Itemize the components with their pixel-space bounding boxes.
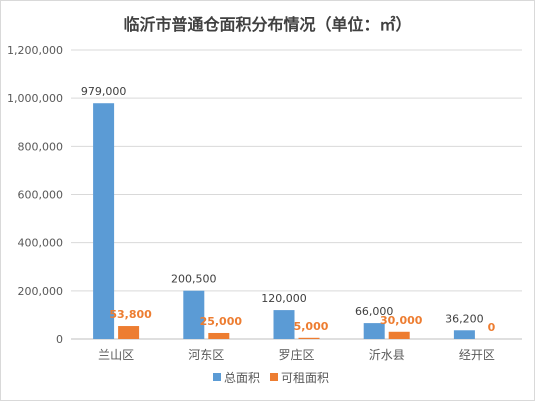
- bar-rentable-area: [118, 326, 140, 339]
- bar-rentable-area: [388, 331, 410, 339]
- data-label-rentable: 30,000: [380, 314, 423, 327]
- data-label-total: 979,000: [81, 85, 127, 98]
- data-label-rentable: 0: [488, 321, 496, 334]
- y-tick-label: 1,200,000: [7, 44, 63, 57]
- data-label-rentable: 5,000: [294, 320, 329, 333]
- data-label-total: 66,000: [355, 305, 394, 318]
- data-label-total: 200,500: [171, 273, 217, 286]
- y-tick-label: 800,000: [18, 140, 64, 153]
- legend-swatch-total: [213, 373, 221, 381]
- bar-total-area: [453, 330, 475, 339]
- x-category-label: 经开区: [459, 348, 495, 362]
- chart-title: 临沂市普通仓面积分布情况（单位：㎡）: [123, 15, 412, 34]
- y-tick-label: 600,000: [18, 189, 64, 202]
- bar-total-area: [93, 103, 115, 339]
- legend-swatch-rentable: [270, 373, 278, 381]
- legend-label-total: 总面积: [224, 371, 260, 385]
- x-category-label: 沂水县: [369, 348, 405, 362]
- data-label-total: 120,000: [261, 292, 307, 305]
- x-category-label: 兰山区: [98, 348, 134, 362]
- y-tick-label: 400,000: [18, 237, 64, 250]
- bar-rentable-area: [298, 337, 320, 339]
- x-category-label: 河东区: [188, 348, 224, 362]
- bar-rentable-area: [208, 332, 230, 339]
- y-tick-label: 0: [56, 333, 63, 346]
- y-tick-label: 1,000,000: [7, 92, 63, 105]
- x-category-label: 罗庄区: [278, 347, 314, 362]
- data-label-rentable: 53,800: [109, 308, 152, 321]
- bar-total-area: [273, 310, 295, 339]
- data-label-total: 36,200: [445, 312, 484, 325]
- bar-total-area: [183, 290, 205, 339]
- bar-total-area: [363, 323, 385, 339]
- legend-label-rentable: 可租面积: [281, 371, 329, 385]
- y-tick-label: 200,000: [18, 285, 64, 298]
- data-label-rentable: 25,000: [200, 315, 243, 328]
